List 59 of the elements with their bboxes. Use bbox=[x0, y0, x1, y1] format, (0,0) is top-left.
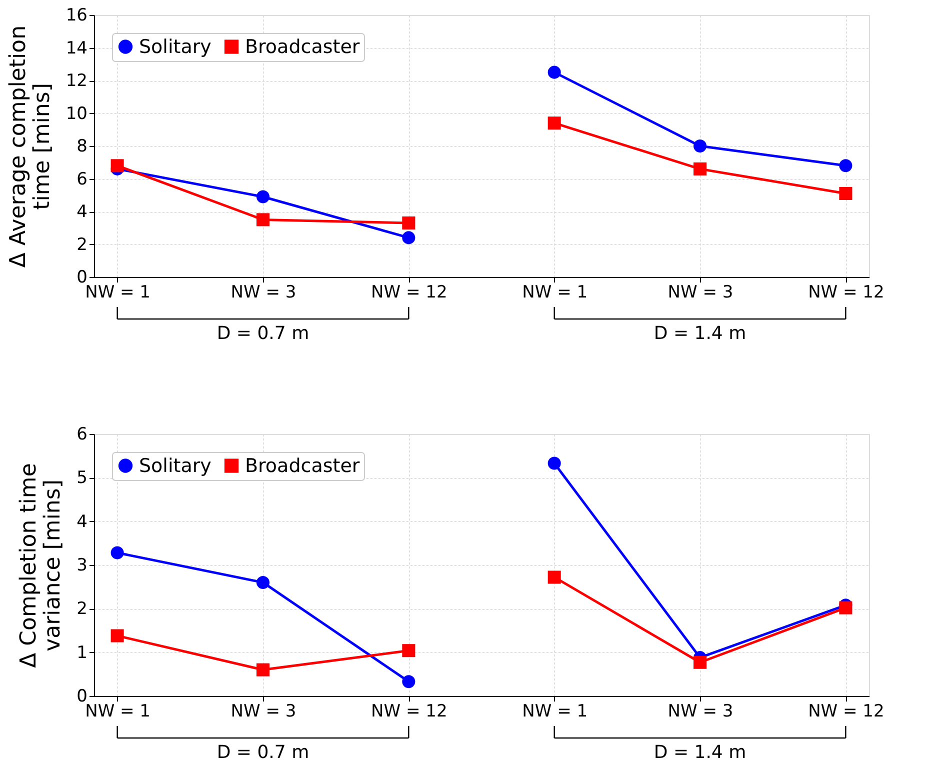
y-tick-label: 10 bbox=[66, 104, 88, 124]
point bbox=[256, 576, 270, 589]
point bbox=[402, 216, 416, 230]
point bbox=[548, 66, 561, 79]
x-tick-label: NW = 3 bbox=[230, 282, 296, 302]
x-tick-label: NW = 3 bbox=[230, 702, 296, 722]
y-tick-label: 4 bbox=[76, 202, 88, 222]
legend-label: Broadcaster bbox=[245, 454, 360, 477]
legend-label: Solitary bbox=[139, 36, 212, 58]
point bbox=[110, 159, 124, 172]
point bbox=[693, 162, 707, 176]
point bbox=[110, 546, 124, 560]
y-tick-label: 6 bbox=[76, 169, 88, 190]
x-tick-label: NW = 1 bbox=[522, 282, 588, 302]
x-tick-label: NW = 12 bbox=[808, 702, 884, 722]
point bbox=[548, 116, 561, 130]
point bbox=[256, 190, 270, 204]
y-tick-label: 6 bbox=[76, 424, 88, 444]
text: D = 0.7 m bbox=[216, 323, 310, 344]
point bbox=[839, 601, 852, 614]
point bbox=[402, 675, 416, 688]
point bbox=[548, 456, 561, 470]
y-tick-label: 1 bbox=[76, 642, 88, 663]
x-tick-label: NW = 12 bbox=[371, 282, 448, 302]
point bbox=[256, 213, 270, 226]
y-tick-label: 2 bbox=[76, 234, 88, 255]
y-tick-label: 0 bbox=[76, 686, 88, 706]
point bbox=[110, 629, 124, 642]
y-axis-title: Δ Completion time variance [mins] bbox=[16, 463, 66, 668]
x-tick-label: NW = 1 bbox=[522, 702, 588, 722]
y-axis-title: Δ Average completion time [mins] bbox=[6, 25, 55, 268]
x-tick-label: NW = 12 bbox=[808, 282, 884, 302]
y-tick-label: 4 bbox=[76, 512, 88, 532]
point bbox=[839, 159, 852, 172]
y-tick-label: 2 bbox=[76, 599, 88, 620]
y-tick-label: 3 bbox=[76, 556, 88, 576]
y-tick-label: 12 bbox=[66, 71, 88, 91]
x-tick-label: NW = 3 bbox=[668, 702, 734, 722]
y-tick-label: 0 bbox=[76, 268, 88, 288]
legend-label: Broadcaster bbox=[245, 36, 360, 58]
point bbox=[693, 656, 707, 669]
point bbox=[839, 186, 852, 200]
text: D = 1.4 m bbox=[654, 323, 746, 344]
point bbox=[402, 644, 416, 658]
point bbox=[693, 139, 707, 153]
x-tick-label: NW = 12 bbox=[371, 702, 448, 722]
text: D = 0.7 m bbox=[216, 742, 310, 763]
y-tick-label: 8 bbox=[76, 136, 88, 156]
x-tick-label: NW = 3 bbox=[668, 282, 734, 302]
x-tick-label: NW = 1 bbox=[85, 282, 151, 302]
y-tick-label: 14 bbox=[66, 38, 88, 58]
y-tick-label: 5 bbox=[76, 468, 88, 488]
point bbox=[402, 231, 416, 244]
text: D = 1.4 m bbox=[654, 742, 746, 763]
point bbox=[548, 570, 561, 584]
legend-label: Solitary bbox=[139, 454, 212, 477]
x-tick-label: NW = 1 bbox=[85, 702, 151, 722]
y-tick-label: 16 bbox=[66, 6, 88, 26]
point bbox=[256, 663, 270, 676]
